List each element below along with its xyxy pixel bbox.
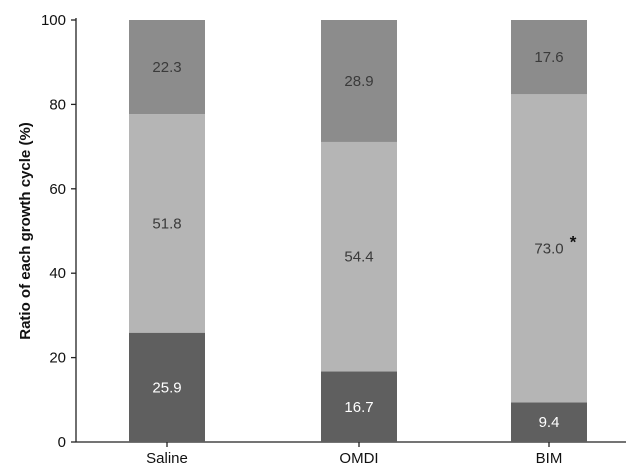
y-tick-label: 100 [41, 12, 66, 29]
y-tick-label: 80 [49, 96, 66, 113]
y-axis: 0 20 40 60 80 100 [41, 12, 77, 451]
bar-segment-bim-2 [511, 20, 587, 95]
x-tick-label-omdi: OMDI [339, 450, 378, 466]
data-labels: 25.9 51.8 22.3 16.7 54.4 28.9 9.4 73.0 17.6 * [152, 49, 576, 431]
bar-segment-omdi-2 [321, 20, 397, 142]
y-axis-title: Ratio of each growth cycle (%) [17, 122, 34, 340]
data-label-bim-0: 9.4 [539, 414, 560, 431]
bar-segment-saline-2 [129, 20, 205, 115]
x-tick-label-saline: Saline [146, 450, 188, 466]
data-label-saline-1: 51.8 [152, 215, 181, 232]
bar-segment-bim-0 [511, 402, 587, 442]
bar-segment-omdi-0 [321, 371, 397, 442]
data-label-omdi-2: 28.9 [344, 73, 373, 90]
bar-segment-omdi-1 [321, 141, 397, 372]
data-label-saline-0: 25.9 [152, 379, 181, 396]
data-label-bim-1: 73.0 [534, 240, 563, 257]
data-label-omdi-0: 16.7 [344, 399, 373, 416]
x-axis: Saline OMDI BIM [76, 441, 626, 467]
y-tick-label: 0 [58, 434, 66, 451]
x-tick-label-bim: BIM [536, 450, 563, 466]
data-label-saline-2: 22.3 [152, 59, 181, 76]
y-tick-label: 40 [49, 265, 66, 282]
bar-stacks [129, 20, 587, 442]
bar-segment-saline-1 [129, 114, 205, 333]
bar-segment-bim-1 [511, 94, 587, 403]
significance-marker: * [570, 232, 577, 251]
y-tick-label: 60 [49, 181, 66, 198]
bar-segment-saline-0 [129, 332, 205, 442]
y-tick-label: 20 [49, 350, 66, 367]
data-label-bim-2: 17.6 [534, 49, 563, 66]
data-label-omdi-1: 54.4 [344, 249, 373, 266]
